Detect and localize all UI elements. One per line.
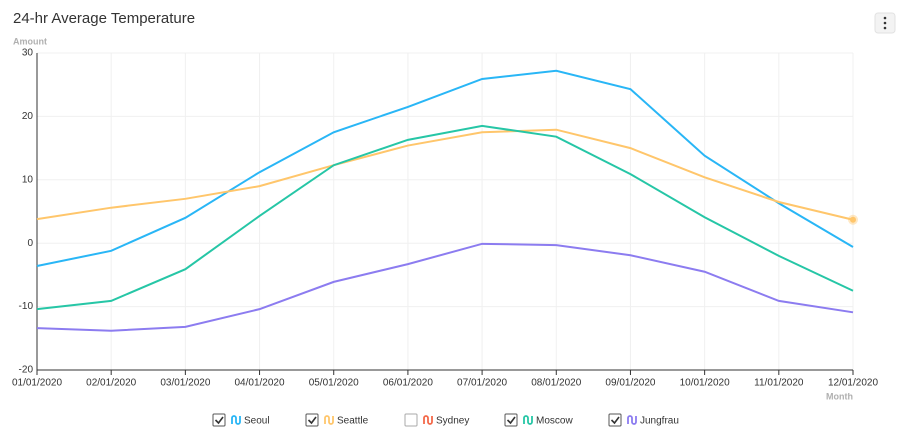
- checkmark: [610, 416, 620, 425]
- legend-item[interactable]: Moscow: [504, 413, 573, 427]
- y-tick-label: 20: [22, 111, 34, 122]
- checkmark: [307, 416, 317, 425]
- legend-item[interactable]: Seattle: [305, 413, 369, 427]
- x-tick-label: 10/01/2020: [680, 378, 730, 389]
- checkmark: [214, 416, 224, 425]
- y-tick-label: 0: [27, 238, 33, 249]
- legend-item[interactable]: Seoul: [212, 413, 270, 427]
- legend-label: Sydney: [436, 416, 469, 427]
- legend-checkbox[interactable]: [404, 413, 418, 427]
- x-tick-label: 09/01/2020: [605, 378, 655, 389]
- x-tick-label: 03/01/2020: [160, 378, 210, 389]
- x-tick-label: 01/01/2020: [12, 378, 62, 389]
- menu-button[interactable]: [874, 12, 896, 34]
- legend-label: Jungfrau: [640, 416, 679, 427]
- legend-checkbox[interactable]: [212, 413, 226, 427]
- legend-icon: [627, 415, 637, 425]
- legend-item[interactable]: Sydney: [404, 413, 469, 427]
- legend-icon: [523, 415, 533, 425]
- legend-checkbox[interactable]: [305, 413, 319, 427]
- y-tick-label: 10: [22, 174, 34, 185]
- legend-icon: [231, 415, 241, 425]
- x-tick-label: 06/01/2020: [383, 378, 433, 389]
- x-tick-label: 05/01/2020: [309, 378, 359, 389]
- legend-icon: [324, 415, 334, 425]
- x-axis-label: Month: [826, 391, 853, 401]
- legend-checkbox[interactable]: [504, 413, 518, 427]
- series-line: [36, 128, 854, 221]
- checkmark: [506, 416, 516, 425]
- series-line: [36, 124, 854, 311]
- y-tick-label: -10: [19, 301, 34, 312]
- x-tick-label: 02/01/2020: [86, 378, 136, 389]
- legend-label: Seoul: [244, 416, 270, 427]
- legend-item[interactable]: Jungfrau: [608, 413, 679, 427]
- series-line: [36, 69, 854, 268]
- x-tick-label: 04/01/2020: [235, 378, 285, 389]
- chart-title: 24-hr Average Temperature: [13, 10, 195, 27]
- x-tick-label: 11/01/2020: [754, 378, 804, 389]
- x-tick-label: 07/01/2020: [457, 378, 507, 389]
- y-tick-label: -20: [19, 365, 34, 376]
- legend-label: Moscow: [536, 416, 573, 427]
- legend-icon: [423, 415, 433, 425]
- hover-point: [850, 216, 856, 223]
- legend-label: Seattle: [337, 416, 369, 427]
- legend-checkbox[interactable]: [608, 413, 622, 427]
- x-tick-label: 12/01/2020: [828, 378, 878, 389]
- y-axis-label: Amount: [13, 36, 47, 46]
- x-tick-label: 08/01/2020: [531, 378, 581, 389]
- series-line: [36, 242, 854, 332]
- y-tick-label: 30: [22, 48, 34, 59]
